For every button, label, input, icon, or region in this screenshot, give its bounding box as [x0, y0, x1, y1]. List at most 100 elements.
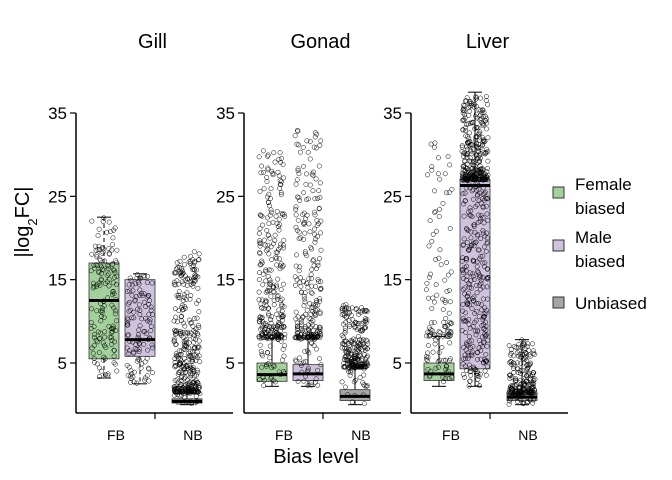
point: [460, 371, 466, 377]
outlier-point: [314, 222, 320, 228]
outlier-point: [313, 302, 319, 308]
point: [137, 311, 143, 317]
outlier-point: [313, 284, 319, 290]
outlier-point: [525, 389, 531, 395]
point: [94, 254, 100, 260]
outlier-point: [346, 346, 351, 352]
outlier-point: [273, 327, 279, 333]
outlier-point: [444, 288, 450, 294]
outlier-point: [176, 288, 182, 294]
outlier-point: [464, 154, 470, 160]
point: [111, 360, 117, 366]
outlier-point: [295, 332, 301, 338]
outlier-point: [184, 282, 190, 288]
outlier-point: [460, 110, 466, 116]
outlier-point: [526, 348, 532, 354]
outlier-point: [179, 313, 184, 319]
point: [96, 350, 102, 355]
point: [131, 350, 137, 356]
outlier-point: [511, 343, 517, 349]
point: [464, 342, 470, 348]
outlier-point: [437, 247, 443, 253]
outlier-point: [182, 344, 188, 350]
outlier-point: [175, 281, 181, 287]
outlier-point: [470, 147, 476, 152]
point: [470, 343, 476, 349]
y-tick-label: 25: [48, 187, 67, 206]
point: [114, 318, 120, 324]
point: [98, 318, 104, 324]
outlier-point: [523, 350, 529, 356]
outlier-point: [303, 216, 309, 222]
outlier-point: [311, 144, 317, 150]
x-tick-label: FB: [275, 427, 293, 443]
outlier-point: [433, 228, 439, 234]
outlier-point: [294, 320, 300, 326]
point: [468, 213, 474, 219]
y-axis-title-sub: 2: [25, 218, 40, 225]
outlier-point: [196, 251, 202, 257]
point: [467, 378, 473, 384]
point: [265, 361, 271, 367]
point: [149, 342, 155, 348]
x-tick-label: FB: [442, 427, 460, 443]
outlier-point: [297, 264, 303, 270]
point: [182, 395, 188, 400]
outlier-point: [459, 170, 465, 176]
outlier-point: [265, 232, 271, 238]
outlier-point: [437, 176, 443, 182]
outlier-point: [195, 285, 201, 291]
outlier-point: [302, 290, 308, 296]
outlier-point: [472, 158, 478, 164]
outlier-point: [466, 112, 472, 118]
outlier-point: [309, 290, 315, 296]
point: [297, 355, 302, 361]
outlier-point: [277, 185, 283, 191]
outlier-point: [264, 330, 270, 336]
point: [111, 305, 117, 311]
outlier-point: [342, 354, 348, 360]
outlier-point: [318, 285, 324, 291]
outlier-point: [263, 268, 269, 274]
point: [309, 341, 315, 346]
outlier-point: [341, 360, 347, 366]
point: [466, 317, 472, 322]
point: [475, 329, 481, 335]
legend-label: Unbiased: [575, 294, 647, 313]
point: [145, 273, 151, 279]
outlier-point: [513, 388, 518, 394]
outlier-point: [305, 149, 311, 155]
point: [139, 290, 144, 296]
box-male: [124, 272, 156, 386]
outlier-point: [190, 389, 196, 395]
point: [478, 286, 484, 292]
outlier-point: [301, 325, 307, 331]
outlier-point: [173, 342, 179, 348]
outlier-point: [293, 181, 299, 187]
point: [298, 361, 304, 367]
outlier-point: [478, 120, 484, 125]
outlier-point: [279, 303, 285, 309]
outlier-point: [298, 289, 304, 295]
outlier-point: [470, 162, 476, 168]
outlier-point: [519, 337, 525, 343]
point: [484, 196, 490, 202]
point: [482, 356, 488, 362]
point: [106, 219, 112, 225]
outlier-point: [261, 321, 267, 327]
point: [483, 333, 489, 339]
outlier-point: [272, 232, 278, 238]
outlier-point: [174, 328, 180, 334]
outlier-point: [442, 297, 448, 303]
outlier-point: [318, 138, 324, 144]
outlier-point: [432, 332, 438, 338]
point: [136, 281, 142, 287]
outlier-point: [173, 329, 179, 335]
point: [474, 282, 479, 288]
outlier-point: [311, 263, 317, 269]
outlier-point: [181, 262, 187, 268]
outlier-point: [355, 343, 361, 349]
outlier-point: [293, 263, 299, 269]
point: [131, 369, 137, 375]
outlier-point: [173, 328, 179, 334]
